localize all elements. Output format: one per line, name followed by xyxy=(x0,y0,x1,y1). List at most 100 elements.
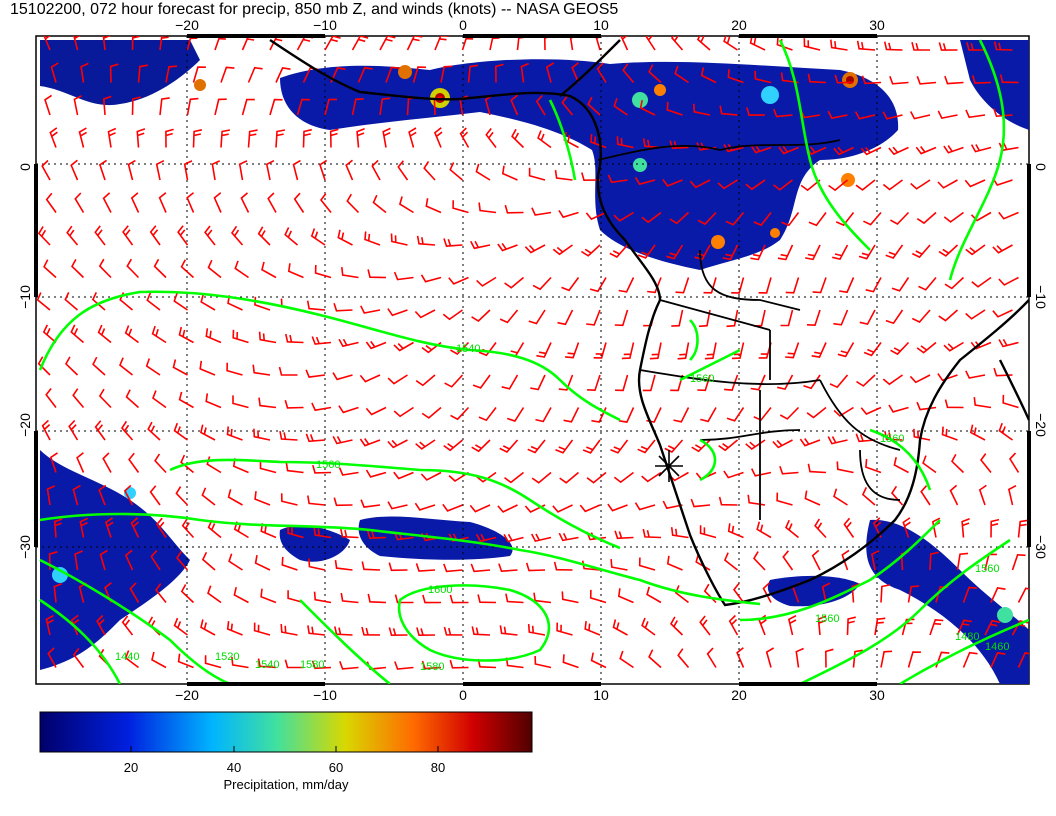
wind-barb xyxy=(415,563,436,572)
wind-barb xyxy=(558,374,574,391)
wind-barb xyxy=(587,374,601,392)
wind-barb xyxy=(648,649,662,669)
wind-barb xyxy=(962,586,978,603)
wind-barb xyxy=(534,655,552,669)
wind-barb xyxy=(724,374,739,391)
wind-barb xyxy=(440,65,453,83)
wind-barb xyxy=(393,271,414,281)
wind-barb xyxy=(240,192,250,213)
wind-barb xyxy=(365,340,387,350)
wind-barb xyxy=(312,464,332,474)
wind-barb xyxy=(360,305,381,314)
wind-barb xyxy=(388,562,408,572)
wind-barb xyxy=(814,518,827,539)
wind-barb xyxy=(1017,519,1029,538)
wind-barb xyxy=(964,179,986,188)
precip-core xyxy=(761,86,779,104)
wind-barb xyxy=(433,127,443,148)
wind-barb xyxy=(305,433,326,443)
wind-barb xyxy=(993,108,1013,118)
precip-core xyxy=(633,158,647,172)
wind-barb xyxy=(477,594,497,604)
wind-barb xyxy=(511,128,525,149)
wind-barb xyxy=(888,404,909,413)
lat-tick-label-left: −30 xyxy=(17,535,33,559)
wind-barb xyxy=(562,654,579,669)
wind-barb xyxy=(561,277,580,292)
wind-barb xyxy=(470,563,491,573)
wind-barb xyxy=(471,309,491,323)
wind-barb xyxy=(913,428,931,441)
wind-barb xyxy=(530,533,552,543)
colorbar-tick-label: 40 xyxy=(227,760,241,775)
wind-barb xyxy=(498,563,518,573)
wind-barb xyxy=(530,374,546,391)
wind-barb xyxy=(214,98,227,116)
precip-blob xyxy=(960,40,1029,130)
wind-barb xyxy=(582,439,601,454)
wind-barb xyxy=(589,277,607,293)
wind-barb xyxy=(98,484,107,506)
wind-barb xyxy=(990,518,1000,538)
wind-barb xyxy=(421,660,442,670)
contour-line xyxy=(799,538,1011,684)
wind-barb xyxy=(834,74,854,84)
wind-barb xyxy=(46,485,56,506)
wind-barb xyxy=(706,647,717,668)
wind-barb xyxy=(671,309,684,327)
wind-barb xyxy=(94,225,106,246)
wind-barb xyxy=(204,655,222,669)
precip-core xyxy=(194,79,206,91)
wind-barb xyxy=(593,342,607,359)
wind-barb xyxy=(259,460,277,474)
wind-barb xyxy=(563,407,580,423)
wind-barb xyxy=(278,366,298,376)
wind-barb xyxy=(206,456,222,474)
wind-barb xyxy=(420,274,442,283)
wind-barb xyxy=(637,439,656,454)
wind-barb xyxy=(371,159,381,181)
wind-barb xyxy=(42,324,57,344)
wind-barb xyxy=(634,176,656,186)
wind-barb xyxy=(448,471,469,483)
wind-barb xyxy=(124,549,134,571)
wind-barb xyxy=(207,259,222,279)
wind-barb xyxy=(338,405,359,414)
wind-barb xyxy=(614,530,634,540)
wind-barb xyxy=(613,211,634,222)
wind-barb xyxy=(699,615,711,636)
wind-barb xyxy=(94,420,106,441)
wind-barb xyxy=(228,553,243,571)
wind-barb xyxy=(851,583,861,603)
wind-barb xyxy=(528,167,546,181)
wind-barb xyxy=(449,659,469,669)
precip-blob xyxy=(40,40,200,106)
wind-barb xyxy=(177,653,194,669)
lat-tick-label-left: −20 xyxy=(17,413,33,437)
wind-barb xyxy=(700,67,717,84)
wind-barb xyxy=(993,41,1013,51)
wind-barb xyxy=(379,97,391,116)
wind-barb xyxy=(666,244,684,260)
wind-barb xyxy=(247,129,258,148)
wind-barb xyxy=(929,551,939,571)
wind-barb xyxy=(333,302,353,312)
precip-core xyxy=(711,235,725,249)
wind-barb xyxy=(807,73,827,84)
wind-barb xyxy=(478,202,497,214)
wind-barb xyxy=(856,374,876,387)
wind-barb xyxy=(469,504,491,513)
precip-core xyxy=(654,84,666,96)
wind-barb xyxy=(260,588,277,604)
wind-barb xyxy=(778,145,799,155)
wind-barb xyxy=(779,465,799,475)
wind-barb xyxy=(351,98,364,116)
wind-barb xyxy=(478,407,497,422)
wind-barb xyxy=(890,211,910,225)
wind-barb xyxy=(990,587,1006,603)
wind-barb xyxy=(154,453,167,474)
wind-barb xyxy=(241,98,255,116)
wind-barb xyxy=(855,433,876,443)
contour-label: 1580 xyxy=(300,659,324,671)
wind-barb xyxy=(773,108,793,118)
